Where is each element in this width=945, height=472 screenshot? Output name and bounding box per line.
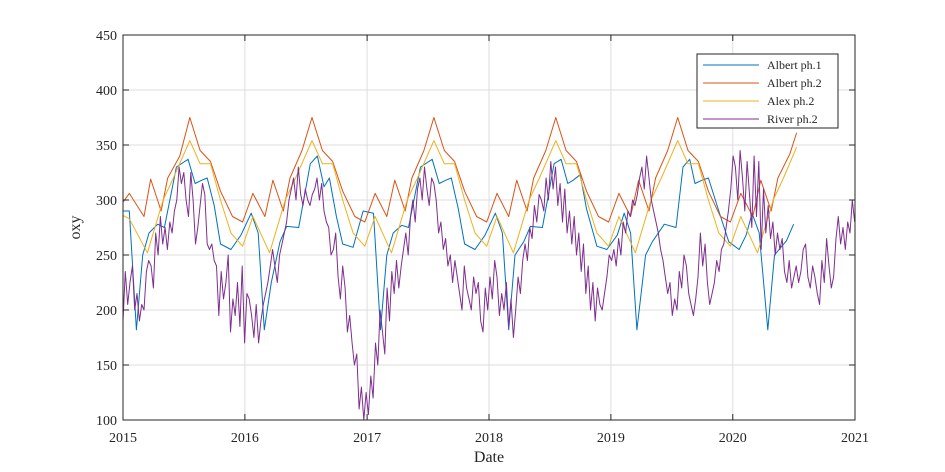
series-line-river-ph-2 [122,150,856,421]
x-tick-label: 2020 [719,431,747,446]
x-tick-label: 2019 [597,431,625,446]
y-tick-label: 350 [96,139,117,154]
legend-label: Albert ph.2 [767,76,822,90]
series-line-albert-ph-1 [123,155,795,331]
series-layer [122,117,856,421]
y-tick-label: 400 [96,84,117,99]
x-tick-label: 2021 [841,431,869,446]
y-axis-label: oxy [67,216,84,240]
y-tick-label: 100 [96,414,117,429]
legend-label: Alex ph.2 [767,94,814,108]
x-tick-label: 2015 [109,431,137,446]
y-tick-label: 150 [96,359,117,374]
legend-label: Albert ph.1 [767,58,822,72]
legend-entry: Alex ph.2 [703,94,814,108]
legend: Albert ph.1 Albert ph.2 Alex ph.2 River ph.… [696,53,839,129]
series-line-albert-ph-2 [122,117,798,223]
y-tick-label: 450 [96,29,117,44]
y-tick-labels: 100 150 200 250 300 350 400 450 [96,29,117,429]
x-tick-label: 2018 [475,431,503,446]
y-tick-label: 300 [96,194,117,209]
legend-label: River ph.2 [767,112,818,126]
y-tick-label: 250 [96,249,117,264]
x-tick-label: 2017 [353,431,381,446]
series-line-alex-ph-2 [122,140,798,254]
x-tick-labels: 2015 2016 2017 2018 2019 2020 2021 [109,431,869,446]
y-tick-label: 200 [96,304,117,319]
legend-box [696,53,839,129]
x-tick-label: 2016 [231,431,259,446]
legend-entry: Albert ph.2 [703,76,822,90]
legend-entry: River ph.2 [703,112,818,126]
x-axis-label: Date [474,449,504,466]
legend-entry: Albert ph.1 [703,58,822,72]
axis-ticks [122,34,856,421]
